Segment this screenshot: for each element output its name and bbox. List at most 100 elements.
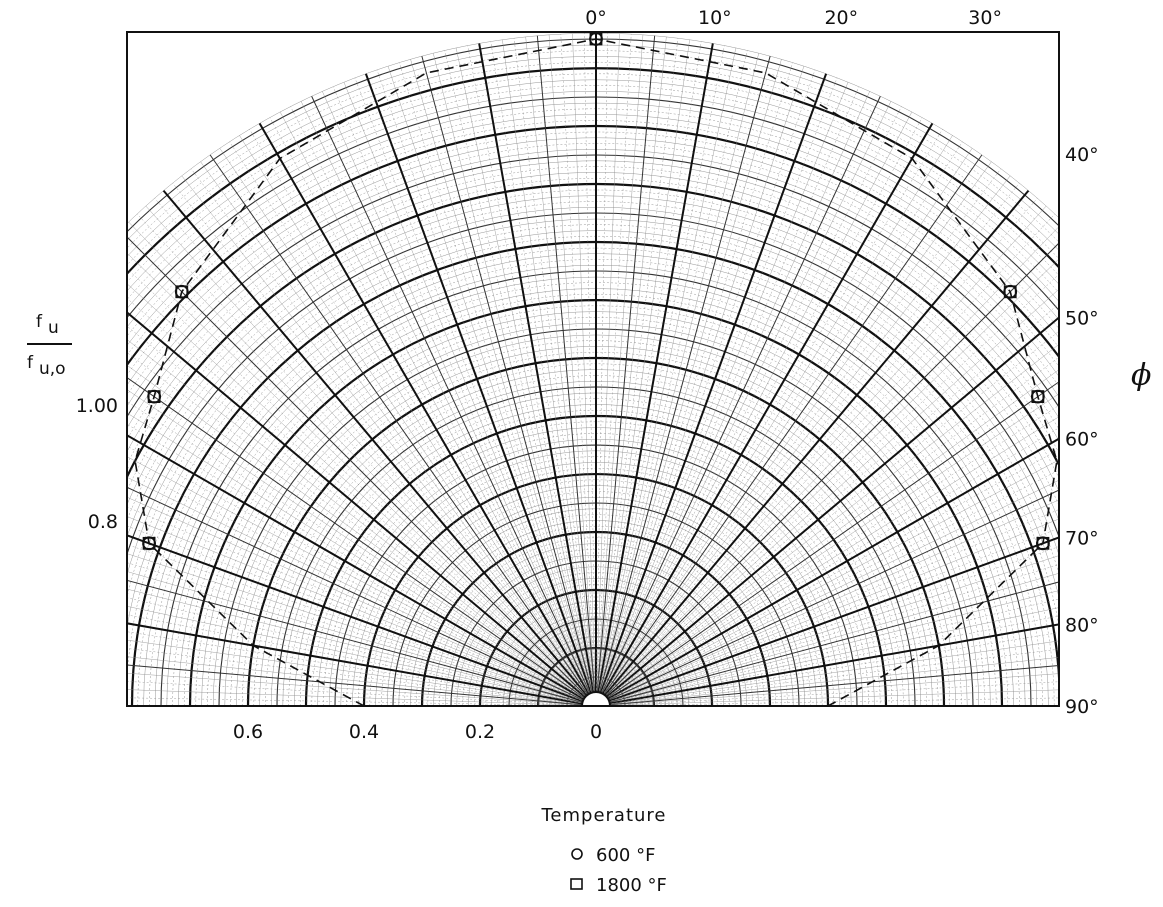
grid-radial-line bbox=[595, 62, 793, 706]
grid-radial-line bbox=[595, 86, 860, 706]
grid-radial-line bbox=[595, 258, 1059, 706]
grid-radial-line bbox=[595, 205, 1047, 706]
grid-radial-line bbox=[595, 41, 702, 706]
grid-radial-line bbox=[127, 562, 597, 706]
grid-radial-line bbox=[595, 168, 1002, 706]
grid-radial-line bbox=[595, 36, 667, 706]
grid-circle bbox=[207, 317, 985, 706]
grid-radial-line bbox=[145, 205, 597, 706]
grid-radial-line bbox=[127, 365, 597, 706]
grid-radial-line bbox=[410, 59, 597, 706]
grid-radial-line bbox=[560, 34, 597, 706]
grid-radial-line bbox=[595, 288, 1059, 706]
grid-radial-line bbox=[290, 106, 597, 706]
grid-circle bbox=[311, 421, 881, 706]
radial-tick-label: 0.6 bbox=[233, 721, 263, 743]
grid-radial-line bbox=[595, 148, 973, 706]
grid-radial-line bbox=[595, 34, 632, 706]
grid-radial-line bbox=[595, 38, 679, 706]
grid-radial-line bbox=[595, 77, 838, 706]
grid-radial-line bbox=[127, 588, 597, 706]
polar-grid bbox=[127, 32, 1059, 706]
grid-radial-line bbox=[127, 571, 597, 706]
grid-radial-line bbox=[127, 412, 597, 706]
grid-radial-line bbox=[300, 101, 597, 706]
grid-radial-line bbox=[127, 376, 597, 706]
legend-entry-600: 600 °F bbox=[596, 845, 655, 866]
legend-square-marker bbox=[570, 878, 583, 890]
grid-radial-line bbox=[595, 96, 881, 706]
grid-radial-line bbox=[595, 546, 1059, 706]
grid-radial-line bbox=[595, 34, 644, 706]
radial-tick-label: 0.4 bbox=[349, 721, 379, 743]
grid-circle bbox=[127, 61, 1059, 266]
grid-radial-line bbox=[595, 697, 1059, 706]
grid-radial-line bbox=[595, 122, 934, 706]
grid-radial-line bbox=[127, 496, 597, 706]
grid-radial-line bbox=[200, 161, 597, 706]
grid-radial-line bbox=[595, 273, 1059, 706]
grid-radial-line bbox=[595, 91, 870, 706]
grid-radial-line bbox=[595, 55, 771, 706]
grid-radial-line bbox=[127, 553, 597, 706]
grid-radial-line bbox=[127, 525, 597, 706]
grid-radial-line bbox=[154, 198, 597, 706]
grid-radial-line bbox=[595, 53, 759, 706]
data-point-1800F bbox=[589, 32, 603, 46]
fit-curve bbox=[134, 38, 1058, 706]
grid-radial-line bbox=[239, 135, 597, 706]
grid-radial-line bbox=[595, 573, 1059, 706]
grid-radial-line bbox=[269, 117, 597, 706]
grid-radial-line bbox=[595, 648, 1059, 706]
grid-radial-line bbox=[595, 590, 1059, 706]
grid-radial-line bbox=[595, 479, 1059, 706]
grid-radial-line bbox=[595, 449, 1059, 706]
grid-radial-line bbox=[595, 82, 849, 706]
grid-radial-line bbox=[258, 122, 597, 706]
data-point-1800F bbox=[142, 536, 156, 550]
grid-circle bbox=[369, 479, 823, 706]
angle-tick-label: 60° bbox=[1065, 429, 1099, 451]
grid-radial-line bbox=[376, 69, 597, 706]
grid-radial-line bbox=[595, 416, 1059, 706]
grid-radial-line bbox=[127, 466, 597, 706]
grid-radial-line bbox=[127, 477, 597, 706]
angle-tick-label: 30° bbox=[968, 7, 1002, 29]
grid-radial-line bbox=[595, 499, 1059, 706]
grid-radial-line bbox=[595, 664, 1059, 706]
grid-radial-line bbox=[127, 639, 597, 706]
grid-radial-line bbox=[279, 111, 597, 706]
legend-entry-1800: 1800 °F bbox=[596, 875, 667, 896]
radial-axis-label: f u f u,o bbox=[27, 312, 72, 379]
grid-radial-line bbox=[249, 129, 597, 706]
grid-radial-line bbox=[127, 423, 597, 706]
grid-radial-line bbox=[572, 33, 597, 706]
grid-radial-line bbox=[595, 369, 1059, 706]
grid-circle bbox=[127, 85, 1059, 301]
grid-radial-line bbox=[162, 189, 597, 706]
grid-radial-line bbox=[190, 168, 597, 706]
grid-radial-line bbox=[595, 528, 1059, 706]
grid-radial-line bbox=[127, 434, 597, 706]
grid-radial-line bbox=[595, 175, 1011, 706]
grid-circle bbox=[415, 526, 777, 706]
grid-radial-line bbox=[595, 393, 1059, 706]
grid-radial-line bbox=[127, 544, 597, 706]
grid-radial-line bbox=[399, 62, 597, 706]
grid-radial-line bbox=[229, 141, 597, 706]
grid-radial-line bbox=[595, 50, 748, 706]
grid-radial-line bbox=[595, 356, 1059, 706]
grid-radial-line bbox=[595, 330, 1059, 706]
grid-radial-line bbox=[595, 43, 714, 706]
grid-radial-line bbox=[595, 213, 1055, 706]
grid-radial-line bbox=[595, 47, 737, 706]
angle-tick-label: 40° bbox=[1065, 144, 1099, 166]
grid-radial-line bbox=[595, 316, 1059, 706]
grid-radial-line bbox=[354, 77, 597, 706]
grid-radial-line bbox=[219, 148, 597, 706]
grid-radial-line bbox=[595, 198, 1038, 706]
grid-radial-line bbox=[595, 344, 1059, 706]
grid-radial-line bbox=[595, 607, 1059, 706]
angle-tick-label: 20° bbox=[824, 7, 858, 29]
grid-radial-line bbox=[127, 516, 597, 706]
